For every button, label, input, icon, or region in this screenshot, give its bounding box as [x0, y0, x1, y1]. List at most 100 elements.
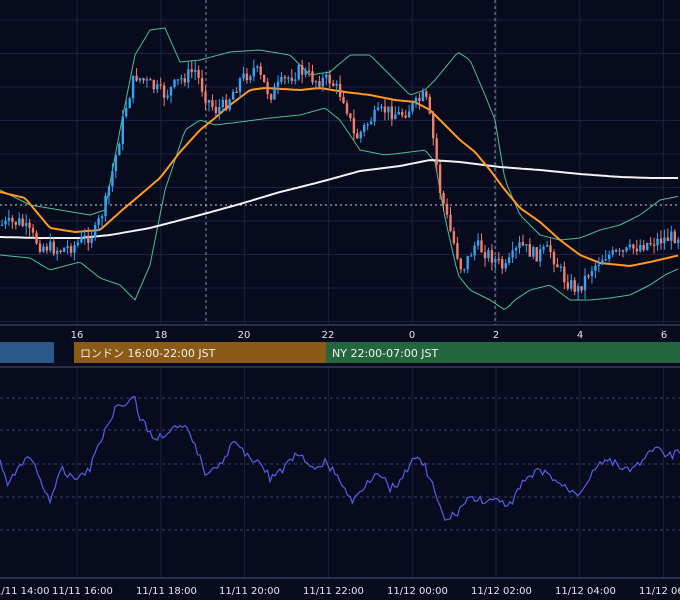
x-tick: 11/11 16:00 [52, 586, 113, 597]
candle-down [649, 243, 652, 245]
candle-down [445, 203, 449, 215]
candle-up [166, 95, 169, 98]
candle-up [518, 242, 521, 249]
candle-up [180, 78, 183, 80]
candle-up [397, 111, 400, 115]
candle-up [576, 286, 580, 292]
candle-up [256, 66, 259, 68]
candle-down [235, 91, 238, 93]
candle-down [197, 69, 200, 78]
candle-down [52, 241, 55, 254]
candle-up [107, 186, 111, 196]
candle-down [142, 78, 145, 81]
candle-down [563, 266, 566, 283]
candle-up [280, 77, 283, 82]
session-ny-label: NY 22:00-07:00 JST [332, 347, 439, 360]
candle-down [162, 85, 166, 98]
candle-up [249, 76, 252, 81]
candle-down [149, 79, 152, 81]
bollinger-upper-band [0, 27, 679, 241]
candle-down [307, 70, 311, 72]
candle-up [76, 242, 80, 246]
candle-up [532, 247, 535, 257]
candle-down [245, 73, 249, 81]
candle-up [24, 222, 28, 226]
candle-down [349, 113, 352, 119]
candle-up [625, 247, 628, 252]
candle-down [614, 250, 618, 252]
candle-up [559, 266, 563, 268]
candle-down [501, 259, 504, 269]
candle-up [594, 265, 597, 271]
candle-down [456, 243, 459, 259]
candle-up [373, 109, 376, 122]
bollinger-lower-band [0, 107, 679, 310]
candle-down [632, 244, 635, 249]
candle-up [114, 155, 118, 172]
candle-down [200, 77, 204, 92]
candle-up [473, 245, 476, 256]
oscillator-panel [0, 368, 680, 578]
candle-up [407, 111, 411, 118]
candle-down [59, 250, 62, 252]
candle-up [590, 270, 594, 277]
candle-down [269, 94, 273, 100]
candle-up [604, 259, 607, 261]
candle-down [338, 83, 342, 97]
candle-up [83, 235, 86, 238]
x-tick: 11/11 22:00 [303, 586, 364, 597]
candle-down [290, 77, 293, 81]
candle-up [608, 254, 611, 260]
candle-up [238, 78, 242, 93]
candle-up [387, 106, 390, 113]
candle-up [104, 195, 107, 217]
candle-up [294, 79, 297, 81]
candle-down [266, 82, 269, 95]
candle-down [556, 264, 559, 268]
candle-down [38, 243, 42, 252]
candle-up [421, 91, 425, 102]
candle-up [49, 241, 52, 251]
x-tick: 16 [71, 330, 84, 341]
candle-up [131, 75, 135, 99]
candle-up [628, 244, 632, 248]
candle-down [587, 275, 590, 277]
candle-up [66, 246, 69, 248]
oscillator-x-axis: 1/11 14:00 11/11 16:00 11/11 18:00 11/11… [0, 586, 680, 597]
candle-up [242, 73, 245, 79]
candle-up [507, 257, 511, 264]
candle-up [118, 144, 121, 156]
session-bar: ロンドン 16:00-22:00 JST NY 22:00-07:00 JST [0, 342, 680, 363]
x-tick: 11/11 18:00 [136, 586, 197, 597]
candle-down [35, 232, 38, 244]
candle-up [570, 280, 573, 289]
candle-down [552, 252, 556, 265]
candle-up [335, 83, 338, 86]
x-tick: 2 [493, 330, 499, 341]
candle-down [528, 244, 531, 257]
candle-down [352, 118, 356, 134]
candle-down [342, 97, 345, 104]
candle-down [204, 91, 207, 103]
candle-up [156, 84, 159, 90]
x-tick: 11/12 04:00 [555, 586, 616, 597]
candle-up [176, 79, 180, 81]
candle-up [218, 107, 221, 113]
candle-up [90, 237, 93, 243]
candle-down [418, 97, 421, 101]
candle-up [394, 114, 397, 120]
candle-up [525, 244, 528, 246]
candle-up [611, 250, 614, 255]
x-tick: 20 [238, 330, 251, 341]
candle-up [73, 245, 76, 253]
candle-up [470, 255, 473, 257]
candle-down [442, 193, 445, 204]
candle-up [0, 224, 4, 226]
candle-down [438, 164, 442, 193]
candle-up [380, 106, 383, 108]
candle-up [97, 218, 100, 225]
candle-up [597, 264, 600, 266]
candle-down [69, 246, 73, 253]
candle-down [263, 74, 266, 83]
x-tick: 11/12 02:00 [471, 586, 532, 597]
